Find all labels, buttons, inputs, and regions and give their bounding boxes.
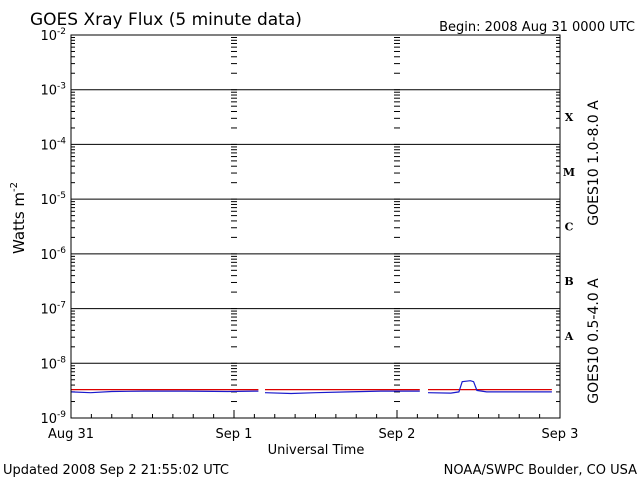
y-axis-label: Watts m-2 xyxy=(9,182,28,254)
flare-class-label: A xyxy=(564,330,574,343)
flare-class-label: B xyxy=(564,275,573,288)
y-tick-label: 10-6 xyxy=(40,246,66,263)
x-tick-label: Aug 31 xyxy=(48,427,94,442)
flare-class-label: M xyxy=(563,166,575,179)
updated-timestamp: Updated 2008 Sep 2 21:55:02 UTC xyxy=(3,463,229,478)
y-tick-label: 10-2 xyxy=(40,27,66,44)
y-tick-label: 10-8 xyxy=(40,355,66,372)
series-line-short-wave xyxy=(427,380,552,394)
plot-frame xyxy=(70,34,561,419)
y-tick-label: 10-4 xyxy=(40,136,66,153)
y-tick-labels: 10-2 10-3 10-4 10-5 10-6 10-7 10-8 10-9 xyxy=(40,27,66,427)
legend-series-red: GOES10 1.0-8.0 A xyxy=(586,100,602,226)
flare-class-labels: X M C B A xyxy=(563,111,575,343)
flare-class-label: C xyxy=(565,221,574,234)
series-layer xyxy=(70,380,552,395)
x-tick-label: Sep 1 xyxy=(216,427,253,442)
credit-label: NOAA/SWPC Boulder, CO USA xyxy=(444,463,637,478)
x-tick-label: Sep 2 xyxy=(379,427,416,442)
grid-layer xyxy=(71,34,560,419)
chart-title: GOES Xray Flux (5 minute data) xyxy=(30,10,302,30)
y-tick-label: 10-3 xyxy=(40,82,66,99)
y-tick-label: 10-9 xyxy=(40,410,66,427)
x-tick-label: Sep 3 xyxy=(542,427,579,442)
series-line-short-wave xyxy=(70,390,259,394)
flare-class-label: X xyxy=(565,111,574,124)
x-axis-label: Universal Time xyxy=(268,443,365,458)
minor-ticks xyxy=(70,37,561,419)
x-tick-labels: Aug 31 Sep 1 Sep 2 Sep 3 xyxy=(48,427,578,442)
begin-label: Begin: 2008 Aug 31 0000 UTC xyxy=(439,20,635,35)
y-tick-label: 10-7 xyxy=(40,301,66,318)
y-tick-label: 10-5 xyxy=(40,191,66,208)
series-line-short-wave xyxy=(264,390,420,395)
legend-series-blue: GOES10 0.5-4.0 A xyxy=(586,278,602,404)
